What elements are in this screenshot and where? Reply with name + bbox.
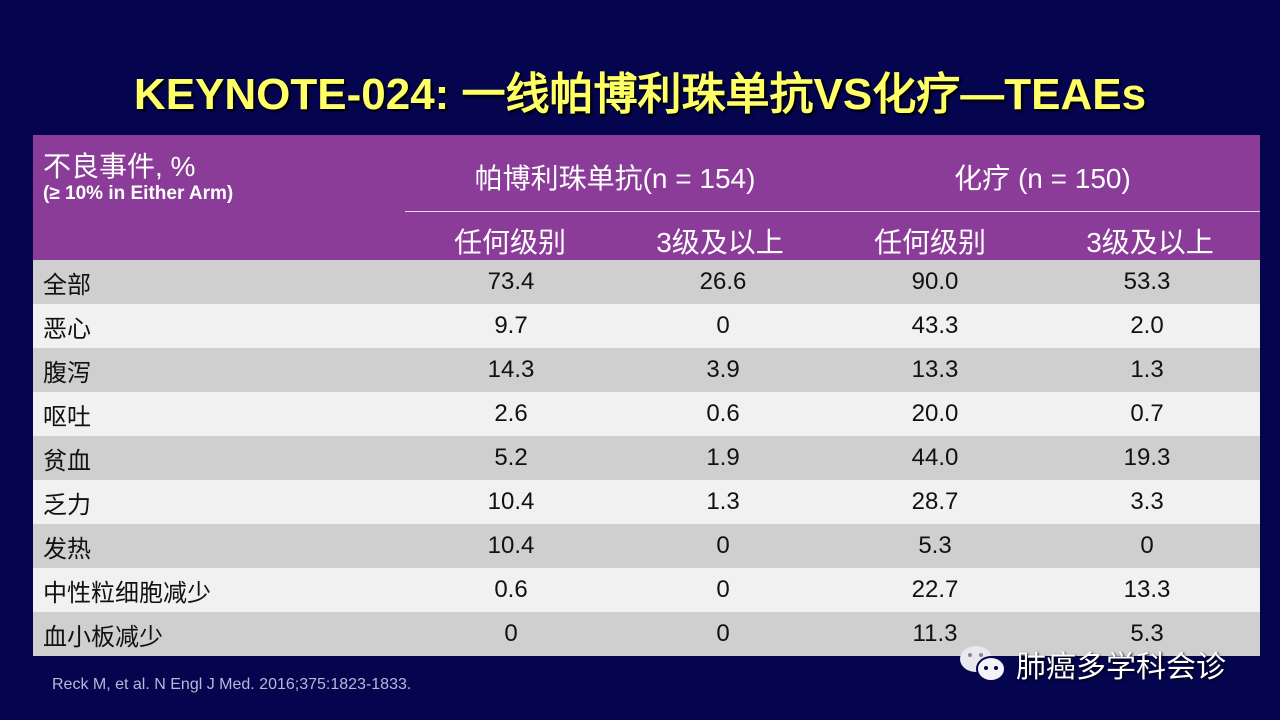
cell-value: 13.3: [1123, 576, 1171, 603]
cell-value: 11.3: [912, 620, 958, 647]
group-pembrolizumab: 帕博利珠单抗(n = 154): [474, 163, 756, 194]
cell-value: 10.4: [487, 488, 535, 515]
event-name: 腹泻: [43, 359, 91, 387]
table-row: 乏力 10.4 1.3 28.7 3.3: [33, 480, 1260, 524]
cell-value: 5.3: [918, 532, 952, 559]
event-name: 乏力: [43, 491, 91, 519]
cell-value: 22.7: [911, 576, 959, 603]
event-name: 血小板减少: [43, 623, 163, 651]
cell-value: 5.2: [494, 444, 528, 471]
cell-value: 9.7: [494, 312, 528, 339]
table-row: 腹泻 14.3 3.9 13.3 1.3: [33, 348, 1260, 392]
cell-value: 19.3: [1123, 444, 1171, 471]
cell-value: 44.0: [911, 444, 959, 471]
event-name: 恶心: [43, 315, 91, 343]
cell-value: 28.7: [911, 488, 959, 515]
group-chemo: 化疗 (n = 150): [954, 163, 1131, 194]
table-body: 全部 73.4 26.6 90.0 53.3 恶心 9.7 0 43.3 2.0 腹泻 14.3 3.9…: [33, 260, 1260, 656]
cell-value: 3.3: [1130, 488, 1164, 515]
cell-value: 1.9: [706, 444, 740, 471]
event-name: 发热: [43, 535, 91, 563]
table-row: 贫血 5.2 1.9 44.0 19.3: [33, 436, 1260, 480]
header-sublabel: (≥ 10% in Either Arm): [43, 183, 234, 204]
subheader: 任何级别: [453, 227, 566, 258]
cell-value: 0: [504, 620, 518, 647]
cell-value: 2.0: [1130, 312, 1164, 339]
watermark: 肺癌多学科会诊: [958, 642, 1226, 686]
header-label: 不良事件, %: [43, 151, 196, 182]
subheader: 3级及以上: [656, 227, 784, 258]
cell-value: 0: [716, 576, 730, 603]
cell-value: 0: [716, 620, 730, 647]
cell-value: 0: [716, 532, 730, 559]
cell-value: 3.9: [706, 356, 740, 383]
table-row: 中性粒细胞减少 0.6 0 22.7 13.3: [33, 568, 1260, 612]
cell-value: 0.7: [1130, 400, 1164, 427]
table-row: 全部 73.4 26.6 90.0 53.3: [33, 260, 1260, 304]
wechat-icon: [960, 646, 1006, 682]
cell-value: 13.3: [911, 356, 959, 383]
adverse-events-table: 不良事件, % (≥ 10% in Either Arm) 帕博利珠单抗(n =…: [33, 135, 1260, 656]
cell-value: 10.4: [487, 532, 535, 559]
header-divider: [405, 211, 1260, 212]
cell-value: 26.6: [699, 268, 747, 295]
event-name: 中性粒细胞减少: [43, 579, 211, 607]
cell-value: 90.0: [911, 268, 959, 295]
slide-title: KEYNOTE-024: 一线帕博利珠单抗VS化疗—TEAEs: [133, 70, 1147, 119]
cell-value: 0.6: [494, 576, 528, 603]
cell-value: 43.3: [911, 312, 959, 339]
cell-value: 73.4: [487, 268, 535, 295]
cell-value: 53.3: [1123, 268, 1171, 295]
cell-value: 1.3: [1130, 356, 1164, 383]
table-row: 发热 10.4 0 5.3 0: [33, 524, 1260, 568]
watermark-text: 肺癌多学科会诊: [1016, 651, 1226, 684]
cell-value: 0.6: [706, 400, 740, 427]
table-row: 呕吐 2.6 0.6 20.0 0.7: [33, 392, 1260, 436]
event-name: 呕吐: [43, 403, 91, 431]
reference: Reck M, et al. N Engl J Med. 2016;375:18…: [52, 676, 412, 693]
subheader: 任何级别: [873, 227, 986, 258]
cell-value: 1.3: [706, 488, 740, 515]
cell-value: 5.3: [1130, 620, 1164, 647]
event-name: 全部: [43, 271, 91, 299]
cell-value: 2.6: [494, 400, 528, 427]
table-row: 恶心 9.7 0 43.3 2.0: [33, 304, 1260, 348]
subheader: 3级及以上: [1086, 227, 1214, 258]
event-name: 贫血: [43, 447, 91, 475]
cell-value: 0: [716, 312, 730, 339]
cell-value: 14.3: [487, 356, 535, 383]
cell-value: 0: [1140, 532, 1154, 559]
table-header: 不良事件, % (≥ 10% in Either Arm) 帕博利珠单抗(n =…: [33, 135, 1260, 260]
table-row: 血小板减少 0 0 11.3 5.3: [33, 612, 1260, 656]
cell-value: 20.0: [911, 400, 959, 427]
